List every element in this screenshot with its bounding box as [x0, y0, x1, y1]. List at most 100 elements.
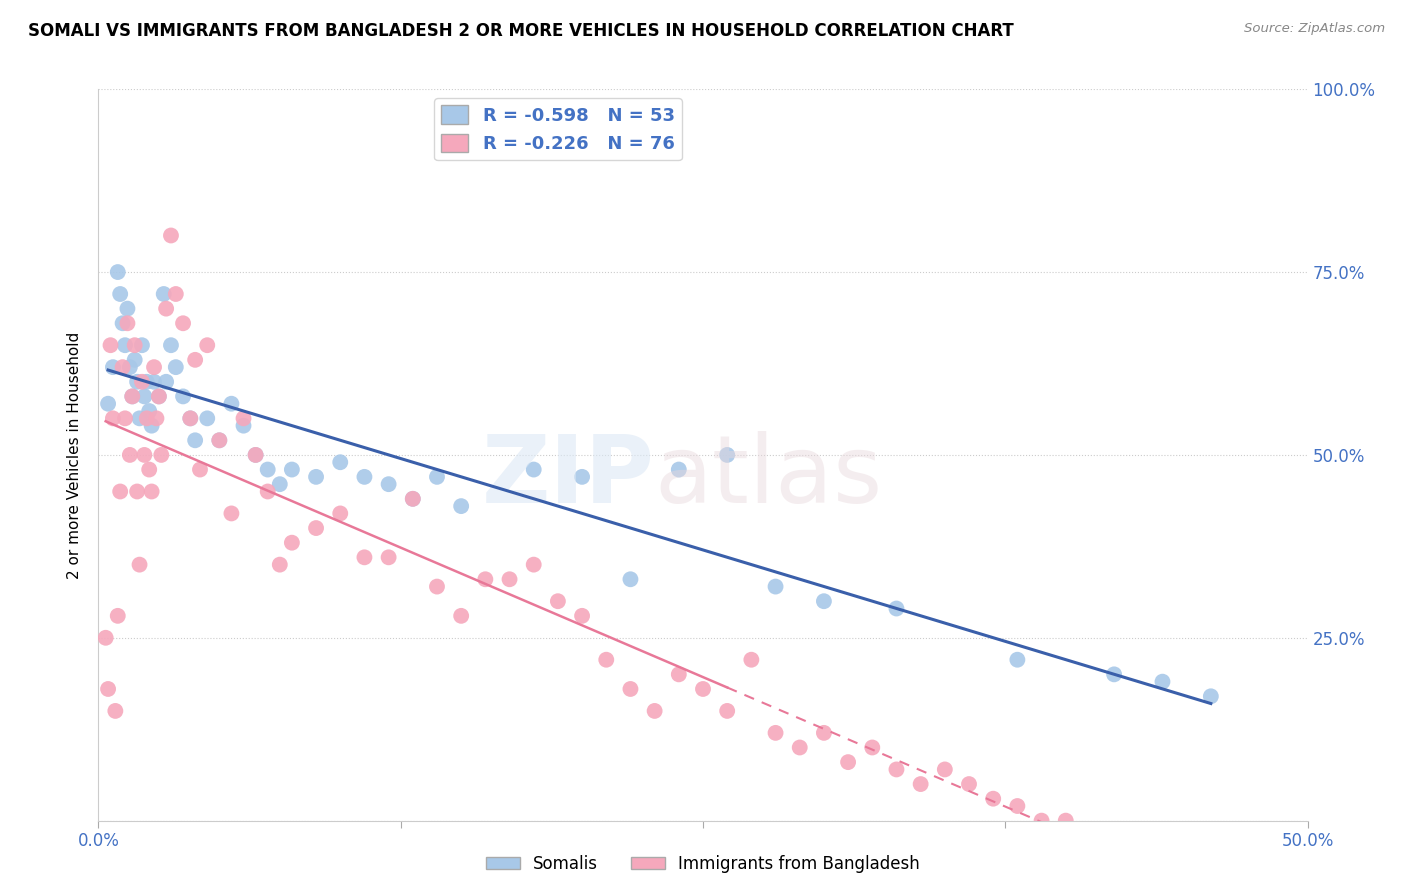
Point	[245, 448, 267, 462]
Point	[981, 791, 1004, 805]
Point	[97, 397, 120, 411]
Point	[117, 301, 139, 316]
Point	[281, 462, 304, 476]
Text: ZIP: ZIP	[482, 431, 655, 523]
Point	[329, 507, 352, 521]
Point	[148, 389, 170, 403]
Point	[97, 681, 120, 696]
Point	[1102, 836, 1125, 850]
Point	[765, 580, 787, 594]
Point	[118, 360, 141, 375]
Point	[547, 594, 569, 608]
Point	[150, 448, 173, 462]
Point	[108, 484, 131, 499]
Point	[184, 434, 207, 448]
Point	[131, 338, 153, 352]
Point	[172, 389, 194, 403]
Point	[595, 653, 617, 667]
Point	[1078, 828, 1101, 842]
Point	[789, 740, 811, 755]
Point	[886, 601, 908, 615]
Point	[1102, 667, 1125, 681]
Point	[179, 411, 201, 425]
Point	[143, 360, 166, 375]
Point	[837, 755, 859, 769]
Point	[138, 462, 160, 476]
Point	[716, 704, 738, 718]
Point	[232, 418, 254, 433]
Point	[353, 550, 375, 565]
Point	[619, 572, 641, 586]
Point	[135, 375, 157, 389]
Point	[668, 462, 690, 476]
Point	[127, 375, 149, 389]
Text: atlas: atlas	[655, 431, 883, 523]
Point	[1152, 864, 1174, 879]
Point	[668, 667, 690, 681]
Point	[114, 411, 136, 425]
Point	[256, 462, 278, 476]
Point	[860, 740, 883, 755]
Point	[269, 477, 291, 491]
Point	[94, 631, 117, 645]
Point	[474, 572, 496, 586]
Point	[121, 389, 143, 403]
Point	[1128, 850, 1150, 864]
Point	[716, 448, 738, 462]
Point	[813, 726, 835, 740]
Point	[128, 558, 150, 572]
Point	[208, 434, 231, 448]
Point	[127, 484, 149, 499]
Point	[111, 360, 134, 375]
Point	[740, 653, 762, 667]
Point	[377, 477, 399, 491]
Point	[179, 411, 201, 425]
Y-axis label: 2 or more Vehicles in Household: 2 or more Vehicles in Household	[67, 331, 83, 579]
Point	[114, 338, 136, 352]
Point	[118, 448, 141, 462]
Point	[886, 763, 908, 777]
Point	[128, 411, 150, 425]
Text: SOMALI VS IMMIGRANTS FROM BANGLADESH 2 OR MORE VEHICLES IN HOUSEHOLD CORRELATION: SOMALI VS IMMIGRANTS FROM BANGLADESH 2 O…	[28, 22, 1014, 40]
Point	[124, 338, 146, 352]
Point	[188, 462, 211, 476]
Point	[1199, 690, 1222, 704]
Point	[121, 389, 143, 403]
Point	[353, 470, 375, 484]
Point	[934, 763, 956, 777]
Point	[135, 411, 157, 425]
Point	[692, 681, 714, 696]
Point	[111, 316, 134, 330]
Point	[1152, 674, 1174, 689]
Point	[195, 338, 218, 352]
Legend: Somalis, Immigrants from Bangladesh: Somalis, Immigrants from Bangladesh	[479, 848, 927, 880]
Point	[402, 491, 425, 506]
Point	[498, 572, 520, 586]
Point	[256, 484, 278, 499]
Point	[1054, 814, 1077, 828]
Point	[134, 389, 156, 403]
Point	[195, 411, 218, 425]
Point	[160, 338, 183, 352]
Point	[221, 397, 243, 411]
Point	[305, 521, 328, 535]
Point	[152, 287, 174, 301]
Point	[143, 375, 166, 389]
Point	[426, 580, 449, 594]
Point	[619, 681, 641, 696]
Point	[117, 316, 139, 330]
Point	[145, 411, 167, 425]
Point	[124, 352, 146, 367]
Point	[165, 360, 187, 375]
Point	[100, 338, 122, 352]
Point	[138, 404, 160, 418]
Point	[104, 704, 127, 718]
Point	[571, 470, 593, 484]
Text: Source: ZipAtlas.com: Source: ZipAtlas.com	[1244, 22, 1385, 36]
Point	[101, 411, 124, 425]
Point	[107, 608, 129, 623]
Legend: R = -0.598   N = 53, R = -0.226   N = 76: R = -0.598 N = 53, R = -0.226 N = 76	[434, 98, 682, 161]
Point	[155, 301, 177, 316]
Point	[232, 411, 254, 425]
Point	[107, 265, 129, 279]
